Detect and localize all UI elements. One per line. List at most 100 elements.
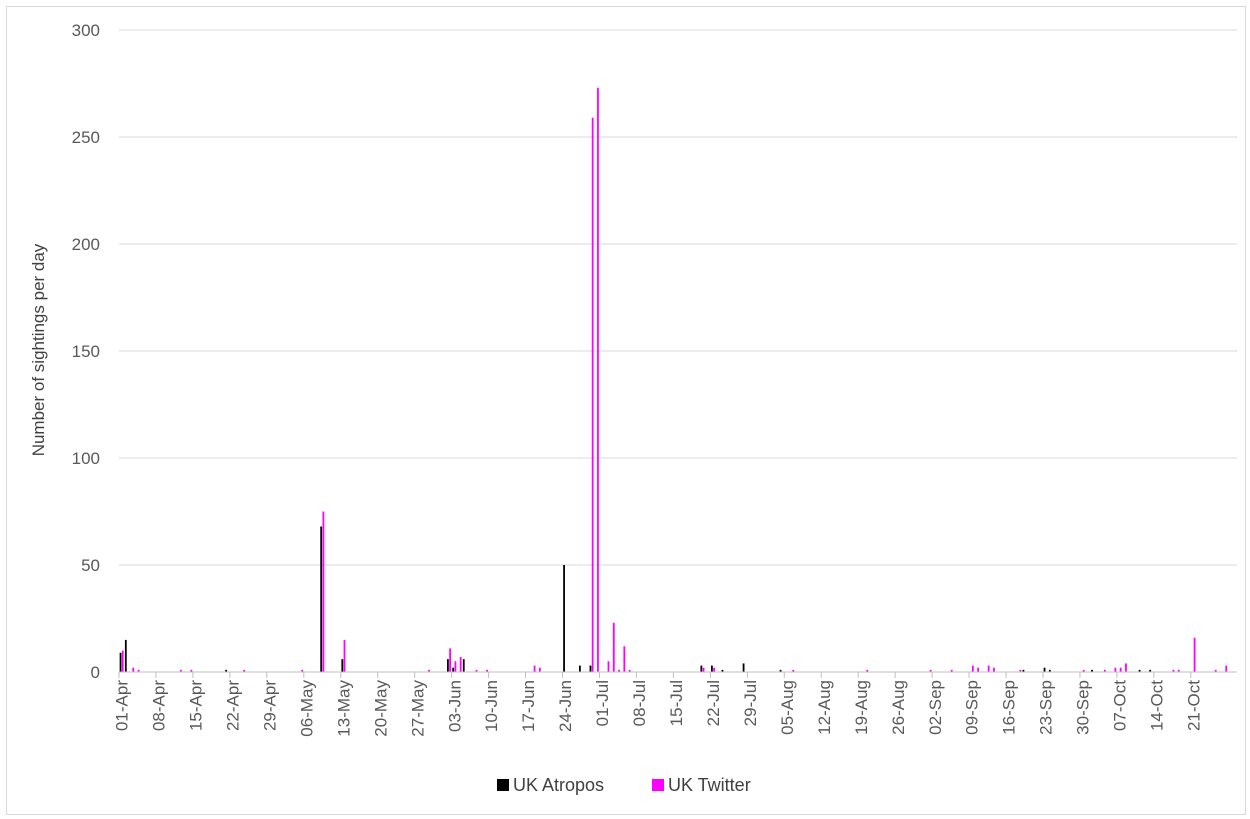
x-tick-label: 22-Jul	[704, 680, 723, 726]
legend-swatch	[497, 779, 509, 791]
y-tick-label: 0	[91, 663, 100, 682]
bar-uk-atropos	[1048, 669, 1051, 672]
bar-uk-twitter	[993, 667, 995, 672]
x-tick-label: 27-May	[408, 680, 427, 737]
bar-uk-twitter	[1193, 637, 1196, 672]
legend-swatch	[652, 779, 664, 791]
bar-uk-twitter	[190, 669, 193, 672]
bar-uk-twitter	[1125, 663, 1127, 672]
x-tick-label: 03-Jun	[445, 680, 464, 732]
bar-uk-atropos	[1091, 669, 1093, 672]
bar-uk-twitter	[1214, 669, 1217, 672]
bar-uk-twitter	[132, 667, 135, 672]
x-tick-label: 01-Apr	[113, 680, 132, 731]
bar-uk-atropos	[700, 665, 703, 672]
x-tick-label: 19-Aug	[852, 680, 871, 735]
x-tick-label: 14-Oct	[1148, 680, 1167, 731]
bar-uk-twitter	[533, 665, 536, 672]
x-tick-label: 01-Jul	[593, 680, 612, 726]
bar-uk-atropos	[320, 526, 323, 672]
x-tick-label: 02-Sep	[926, 680, 945, 735]
bar-uk-atropos	[742, 663, 745, 672]
x-tick-label: 30-Sep	[1074, 680, 1093, 735]
bar-uk-twitter	[179, 669, 182, 672]
bar-uk-twitter	[977, 667, 979, 672]
bar-uk-twitter	[538, 667, 541, 672]
y-tick-label: 300	[72, 21, 100, 40]
bar-uk-twitter	[322, 511, 325, 672]
bar-uk-atropos	[563, 565, 565, 672]
bar-uk-twitter	[628, 669, 631, 672]
bar-uk-twitter	[1119, 667, 1122, 672]
bar-uk-twitter	[607, 661, 610, 672]
legend-label: UK Twitter	[668, 775, 751, 795]
bar-uk-twitter	[301, 669, 304, 672]
bars	[119, 87, 1228, 673]
x-tick-label: 09-Sep	[963, 680, 982, 735]
bar-uk-twitter	[623, 646, 626, 672]
bar-uk-atropos	[711, 665, 713, 672]
x-tick-label: 26-Aug	[889, 680, 908, 735]
bar-uk-twitter	[713, 667, 715, 672]
bar-uk-twitter	[459, 657, 462, 672]
bar-uk-twitter	[449, 648, 451, 672]
bar-uk-twitter	[1177, 669, 1180, 672]
chart-frame	[6, 6, 1246, 815]
bar-uk-atropos	[225, 669, 228, 672]
bar-uk-twitter	[792, 669, 795, 672]
x-tick-label: 29-Apr	[260, 680, 279, 731]
legend: UK Atropos UK Twitter	[497, 775, 751, 795]
bar-uk-atropos	[462, 659, 465, 672]
bar-uk-twitter	[929, 669, 932, 672]
bar-uk-twitter	[454, 661, 457, 672]
x-tick-label: 12-Aug	[815, 680, 834, 735]
x-tick-label: 08-Apr	[150, 680, 169, 731]
bar-uk-twitter	[137, 669, 140, 672]
x-tick-label: 07-Oct	[1111, 680, 1130, 731]
bar-uk-atropos	[721, 669, 724, 672]
x-tick-label: 20-May	[371, 680, 390, 737]
legend-label: UK Atropos	[513, 775, 604, 795]
bar-uk-twitter	[971, 665, 974, 672]
bar-uk-twitter	[486, 669, 488, 672]
x-tick-label: 16-Sep	[1000, 680, 1019, 735]
x-tick-label: 15-Apr	[187, 680, 206, 731]
bar-uk-twitter	[343, 639, 346, 672]
bar-uk-twitter	[591, 117, 594, 673]
bar-uk-twitter	[1225, 665, 1228, 672]
bar-uk-atropos	[341, 659, 344, 672]
bar-uk-twitter	[1103, 669, 1106, 672]
axes	[118, 671, 1237, 678]
bar-uk-twitter	[866, 669, 869, 672]
x-tick-label: 21-Oct	[1184, 680, 1203, 731]
x-tick-label: 06-May	[297, 680, 316, 737]
x-tick-label: 22-Apr	[224, 680, 243, 731]
y-tick-label: 250	[72, 128, 100, 147]
bar-uk-atropos	[447, 659, 449, 672]
x-tick-label: 08-Jul	[630, 680, 649, 726]
x-tick-label: 17-Jun	[519, 680, 538, 732]
bar-uk-twitter	[702, 667, 705, 672]
bar-uk-twitter	[1082, 669, 1085, 672]
x-tick-label: 23-Sep	[1037, 680, 1056, 735]
bar-uk-twitter	[597, 87, 599, 672]
y-tick-labels: 0 50 100 150 200 250 300	[72, 21, 100, 682]
bar-uk-atropos	[1022, 669, 1025, 672]
bar-uk-twitter	[987, 665, 990, 672]
x-tick-label: 24-Jun	[556, 680, 575, 732]
x-tick-label: 05-Aug	[778, 680, 797, 735]
bar-uk-atropos	[124, 639, 127, 672]
bar-uk-atropos	[579, 665, 581, 672]
bar-uk-twitter	[612, 622, 615, 672]
bar-uk-twitter	[475, 669, 478, 672]
bar-uk-atropos	[589, 665, 592, 672]
bar-uk-atropos	[1138, 669, 1141, 672]
grid	[119, 29, 1237, 566]
bar-uk-twitter	[121, 650, 124, 672]
bar-uk-twitter	[1172, 669, 1175, 672]
bar-uk-twitter	[618, 669, 620, 672]
y-tick-label: 50	[81, 556, 100, 575]
bar-uk-twitter	[950, 669, 953, 672]
bar-uk-twitter	[1114, 667, 1117, 672]
